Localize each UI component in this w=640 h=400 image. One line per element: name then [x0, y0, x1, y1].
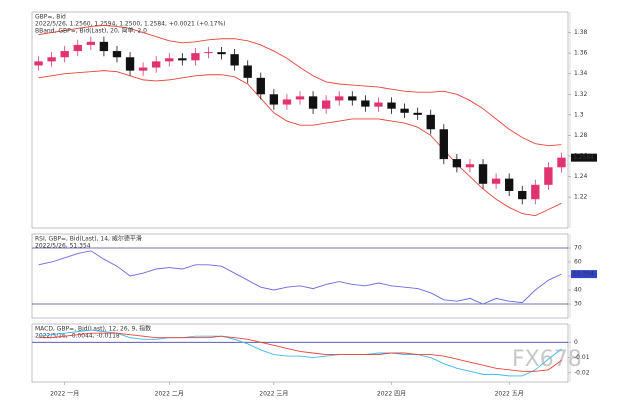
candle-body — [335, 96, 344, 101]
candle-body — [138, 67, 148, 71]
candle-body — [204, 52, 213, 54]
candle-body — [518, 190, 527, 200]
candle-body — [557, 157, 566, 168]
panel-subtitle: 2022/5/26, -0.0044, -0.0118 — [35, 333, 120, 340]
y-tick-label: 1.3 — [574, 111, 584, 118]
candle-body — [400, 108, 409, 113]
candle-body — [60, 51, 69, 58]
candle-body — [531, 184, 540, 200]
panel-title: RSI, GBP=, Bid(Last), 14, 威尔德平滑 — [35, 235, 142, 243]
y-tick-label: 60 — [574, 259, 582, 266]
y-tick-label: 40 — [574, 287, 582, 294]
panel-frame — [31, 323, 569, 383]
candle-body — [544, 167, 553, 185]
candle-body — [152, 61, 161, 68]
candle-body — [439, 129, 448, 160]
candle-body — [34, 61, 43, 66]
last-price-box — [571, 153, 597, 162]
candle-body — [269, 94, 279, 105]
candle-body — [112, 51, 122, 58]
candle-body — [504, 178, 514, 191]
series-line — [38, 24, 562, 147]
series-line — [38, 250, 562, 305]
y-tick-label: -0.01 — [574, 354, 590, 361]
candle-body — [243, 65, 252, 78]
y-tick-label: 0 — [574, 339, 578, 346]
y-tick-label: 1.36 — [574, 50, 588, 57]
last-price-label: 1.2584 — [573, 154, 594, 161]
candle-body — [73, 44, 82, 52]
candle-body — [465, 164, 475, 168]
candle-body — [191, 53, 200, 61]
candle-body — [217, 52, 226, 55]
y-tick-label: 1.32 — [574, 91, 588, 98]
panel-title: GBP=, Bid — [35, 14, 66, 21]
candle-body — [452, 159, 462, 168]
last-value-label: 51.354 — [573, 271, 594, 278]
x-tick-label: 2022 二月 — [155, 391, 184, 398]
candle-body — [387, 102, 396, 109]
candle-body — [295, 96, 305, 100]
x-tick-label: 2022 三月 — [259, 391, 288, 398]
panel-frame — [31, 11, 569, 229]
candle-body — [47, 57, 56, 62]
y-tick-label: -0.02 — [574, 369, 590, 376]
candle-body — [413, 112, 422, 115]
series-line — [38, 329, 562, 377]
legend-entry: BBand, GBP=, Bid(Last), 20, 简单, 2.0 — [35, 27, 147, 35]
x-tick-label: 2022 五月 — [495, 391, 524, 398]
candle-body — [230, 54, 239, 66]
y-tick-label: 1.22 — [574, 194, 588, 201]
y-tick-label: 1.38 — [574, 29, 588, 36]
candle-body — [361, 100, 370, 107]
series-line — [38, 70, 562, 217]
candle-body — [348, 96, 357, 101]
y-tick-label: 1.28 — [574, 132, 588, 139]
panel-subtitle: 2022/5/26, 51.354 — [35, 243, 91, 250]
y-tick-label: 70 — [574, 245, 582, 252]
candle-body — [178, 58, 187, 61]
last-value-box — [571, 270, 597, 279]
candle-body — [308, 96, 318, 109]
series-line — [38, 332, 562, 372]
candle-body — [125, 57, 135, 71]
candle-body — [478, 164, 488, 184]
candle-body — [321, 100, 331, 109]
watermark: FX678 — [512, 347, 582, 372]
y-tick-label: 1.24 — [574, 173, 588, 180]
candle-body — [491, 178, 501, 184]
x-tick-label: 2022 一月 — [50, 391, 79, 398]
y-tick-label: 30 — [574, 301, 582, 308]
y-tick-label: 1.34 — [574, 70, 588, 77]
candle-body — [165, 58, 174, 62]
candle-body — [282, 99, 292, 105]
x-tick-label: 2022 四月 — [377, 391, 406, 398]
candle-body — [99, 41, 109, 52]
panel-subtitle: 2022/5/26, 1.2560, 1.2594, 1.2500, 1.258… — [35, 21, 226, 28]
panel-title: MACD, GBP=, Bid(Last), 12, 26, 9, 指数 — [35, 325, 151, 333]
candle-body — [426, 114, 435, 130]
candle-body — [374, 102, 383, 107]
candle-body — [86, 41, 96, 45]
candle-body — [256, 77, 265, 95]
